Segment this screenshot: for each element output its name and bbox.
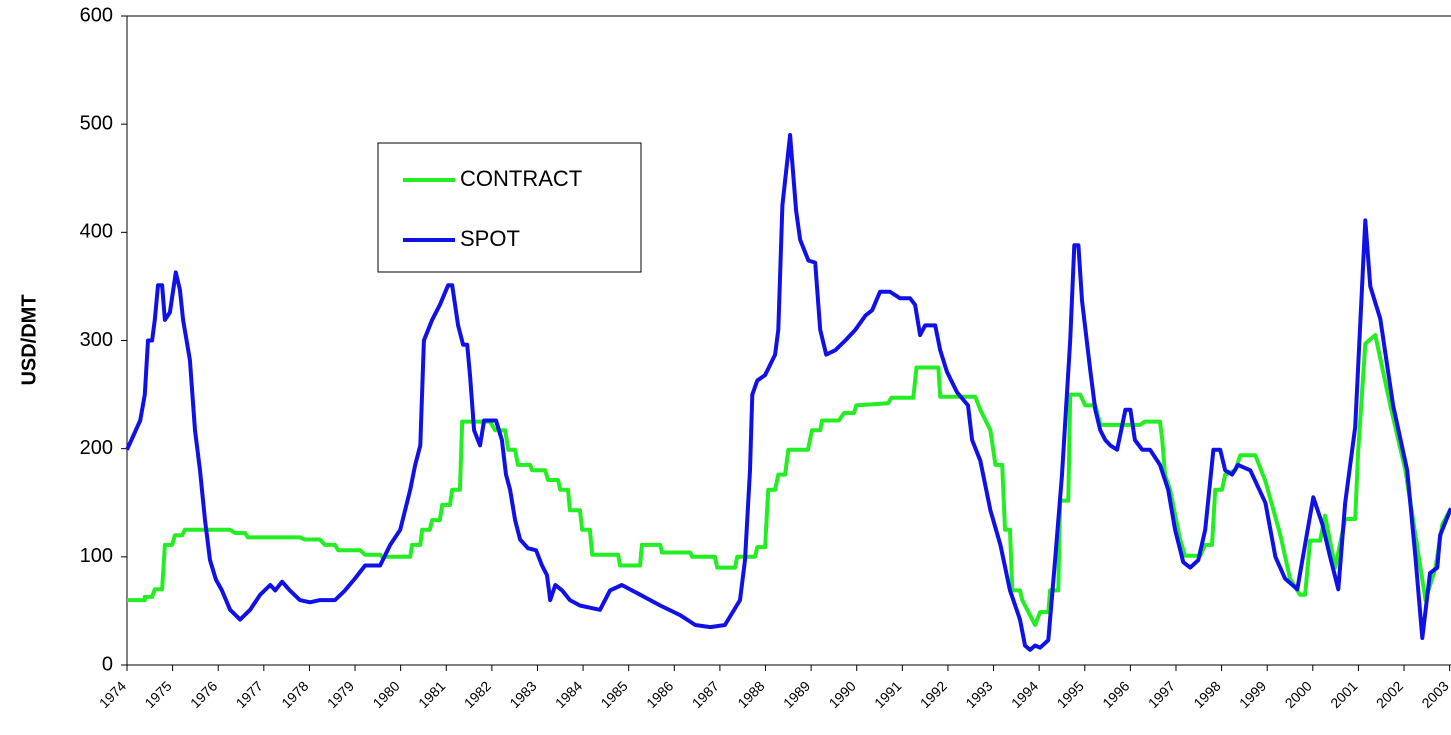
x-tick-label: 1981 bbox=[415, 678, 448, 711]
x-tick-label: 1994 bbox=[1008, 678, 1041, 711]
x-tick-label: 2000 bbox=[1282, 678, 1315, 711]
x-tick-label: 2001 bbox=[1327, 678, 1360, 711]
x-tick-label: 1976 bbox=[187, 678, 220, 711]
y-tick-label: 300 bbox=[80, 329, 113, 351]
x-tick-label: 1997 bbox=[1145, 678, 1178, 711]
plot-frame bbox=[126, 15, 1451, 666]
x-tick-label: 1978 bbox=[278, 678, 311, 711]
y-tick-label: 500 bbox=[80, 112, 113, 134]
x-tick-label: 1984 bbox=[552, 678, 585, 711]
x-tick-label: 1979 bbox=[324, 678, 357, 711]
x-tick-label: 1998 bbox=[1190, 678, 1223, 711]
x-tick-label: 1990 bbox=[826, 678, 859, 711]
legend-box bbox=[377, 142, 642, 273]
legend-label: SPOT bbox=[460, 226, 520, 251]
y-tick-label: 600 bbox=[80, 4, 113, 26]
y-tick-label: 400 bbox=[80, 221, 113, 243]
y-tick-label: 200 bbox=[80, 437, 113, 459]
x-tick-label: 1975 bbox=[141, 678, 174, 711]
x-tick-label: 1980 bbox=[369, 678, 402, 711]
x-tick-label: 1996 bbox=[1099, 678, 1132, 711]
x-tick-label: 1983 bbox=[506, 678, 539, 711]
x-tick-label: 2002 bbox=[1373, 678, 1406, 711]
x-tick-label: 1999 bbox=[1236, 678, 1269, 711]
x-tick-label: 1992 bbox=[917, 678, 950, 711]
x-tick-label: 1985 bbox=[597, 678, 630, 711]
x-tick-label: 1986 bbox=[643, 678, 676, 711]
x-tick-label: 1987 bbox=[689, 678, 722, 711]
line-series bbox=[125, 133, 1451, 652]
x-tick-label: 1988 bbox=[734, 678, 767, 711]
y-axis-label: USD/DMT bbox=[18, 294, 40, 385]
x-tick-label: 1993 bbox=[962, 678, 995, 711]
x-tick-label: 1995 bbox=[1054, 678, 1087, 711]
x-tick-label: 2003 bbox=[1418, 678, 1451, 711]
y-tick-label: 0 bbox=[102, 653, 113, 675]
legend-label: CONTRACT bbox=[460, 166, 582, 191]
line-series bbox=[127, 333, 1451, 627]
x-tick-label: 1974 bbox=[96, 678, 129, 711]
x-tick-label: 1977 bbox=[233, 678, 266, 711]
x-tick-label: 1982 bbox=[461, 678, 494, 711]
x-tick-label: 1991 bbox=[871, 678, 904, 711]
y-tick-label: 100 bbox=[80, 545, 113, 567]
x-tick-label: 1989 bbox=[780, 678, 813, 711]
